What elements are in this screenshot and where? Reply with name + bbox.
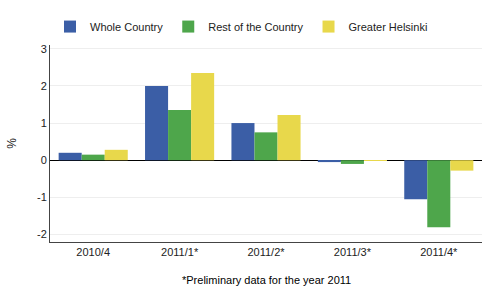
svg-text:3: 3 — [41, 43, 47, 55]
svg-text:2: 2 — [41, 80, 47, 92]
svg-text:*Preliminary data for the year: *Preliminary data for the year 2011 — [182, 274, 351, 286]
svg-text:-1: -1 — [37, 191, 47, 203]
svg-text:Rest of the Country: Rest of the Country — [208, 21, 303, 33]
svg-text:2011/4*: 2011/4* — [420, 246, 458, 258]
svg-text:2011/1*: 2011/1* — [161, 246, 199, 258]
svg-text:2011/2*: 2011/2* — [247, 246, 285, 258]
svg-text:%: % — [5, 138, 19, 149]
svg-text:1: 1 — [41, 117, 47, 129]
svg-text:Whole Country: Whole Country — [90, 21, 163, 33]
svg-text:2011/3*: 2011/3* — [334, 246, 372, 258]
svg-text:Greater Helsinki: Greater Helsinki — [349, 21, 428, 33]
svg-text:-2: -2 — [37, 228, 47, 240]
svg-text:2010/4: 2010/4 — [76, 246, 110, 258]
svg-text:0: 0 — [41, 154, 47, 166]
